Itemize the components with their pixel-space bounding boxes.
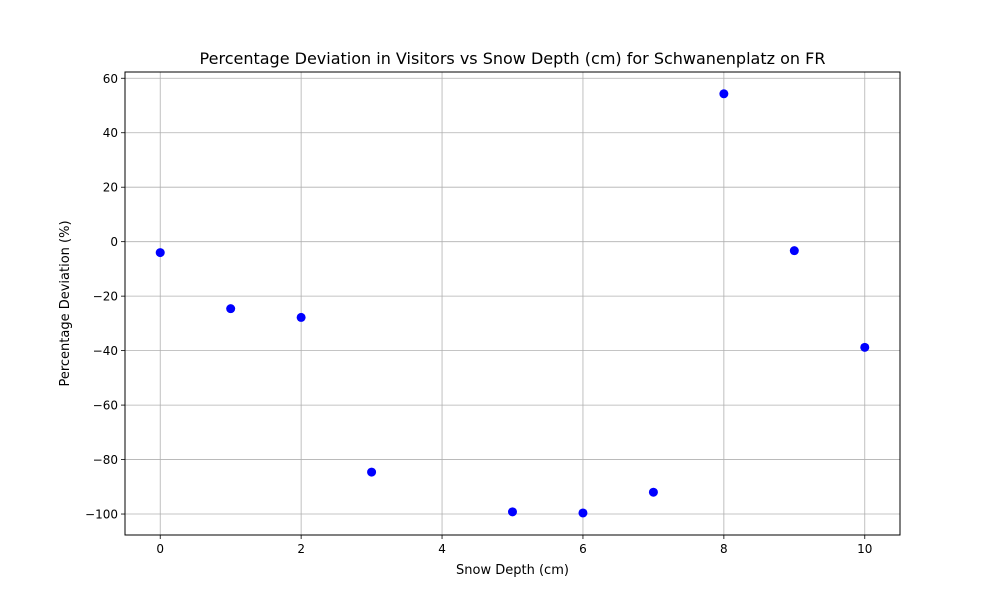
y-tick-label: −60 [93, 399, 118, 413]
data-point [508, 507, 517, 517]
plot-area-frame [124, 71, 901, 536]
y-tick-label: 0 [110, 235, 118, 249]
x-tick-label: 2 [297, 542, 305, 556]
axis-ticks: 0 2 4 6 8 10 −100 −80 −60 −40 −20 0 20 40 60 [85, 72, 872, 556]
x-tick-label: 4 [438, 542, 446, 556]
x-axis-label: Snow Depth (cm) [456, 563, 569, 578]
chart-title: Percentage Deviation in Visitors vs Snow… [200, 49, 826, 68]
y-tick-label: 60 [103, 72, 118, 86]
x-tick-label: 10 [857, 542, 872, 556]
data-point [789, 246, 799, 256]
data-point [296, 312, 306, 322]
y-tick-label: 40 [103, 126, 118, 140]
data-point [719, 89, 729, 99]
x-tick-label: 6 [579, 542, 587, 556]
grid-lines [125, 72, 900, 535]
data-point [155, 248, 165, 258]
data-point [367, 467, 377, 477]
x-tick-label: 8 [720, 542, 728, 556]
data-points [155, 89, 870, 518]
data-point [226, 304, 236, 314]
y-tick-label: −80 [93, 453, 118, 467]
y-tick-label: −40 [93, 344, 118, 358]
data-point [648, 487, 658, 497]
y-axis-label: Percentage Deviation (%) [58, 220, 73, 386]
x-tick-label: 0 [156, 542, 164, 556]
data-point [860, 342, 870, 352]
y-tick-label: −20 [93, 290, 118, 304]
y-tick-label: 20 [103, 181, 118, 195]
data-point [578, 508, 588, 518]
y-tick-label: −100 [85, 508, 118, 522]
